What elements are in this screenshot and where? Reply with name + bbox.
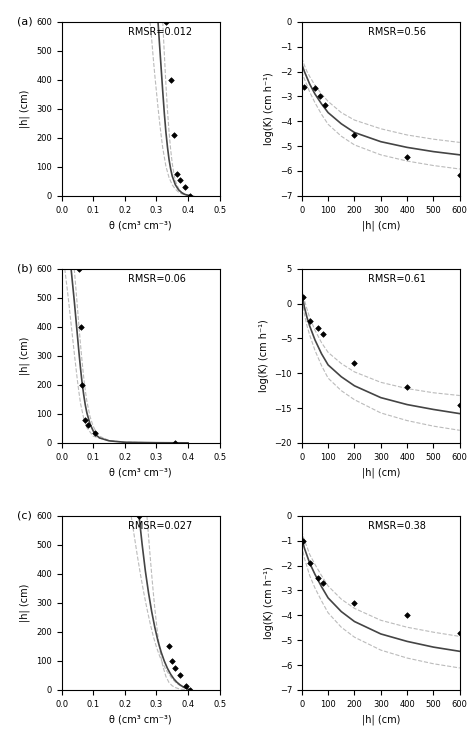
Point (77, 321, 84, 333)
Text: (a): (a) (18, 17, 33, 27)
Point (167, 74, 174, 85)
Point (322, 99, 329, 111)
Point (299, 535, 307, 547)
Point (176, 174, 184, 185)
X-axis label: θ (cm³ cm⁻³): θ (cm³ cm⁻³) (109, 467, 172, 477)
Text: (c): (c) (18, 511, 32, 520)
Text: RMSR=0.56: RMSR=0.56 (368, 27, 426, 37)
Point (456, 169, 464, 180)
Point (168, 655, 176, 666)
Point (173, 168, 181, 180)
Point (135, 510, 143, 522)
Point (85, 420, 92, 431)
Point (317, 91, 324, 102)
Point (172, 437, 179, 449)
X-axis label: |h| (cm): |h| (cm) (362, 714, 400, 725)
Point (351, 597, 358, 609)
Y-axis label: |h| (cm): |h| (cm) (20, 337, 30, 375)
Point (162, 16, 170, 28)
Point (91, 427, 99, 439)
Point (182, 680, 190, 691)
Text: RMSR=0.06: RMSR=0.06 (128, 274, 186, 284)
Text: RMSR=0.61: RMSR=0.61 (368, 274, 426, 284)
Y-axis label: log(K) (cm h⁻¹): log(K) (cm h⁻¹) (264, 566, 274, 639)
Point (456, 627, 464, 639)
X-axis label: θ (cm³ cm⁻³): θ (cm³ cm⁻³) (109, 714, 172, 724)
Point (170, 129, 178, 141)
Point (319, 577, 327, 589)
Point (165, 640, 173, 652)
Point (351, 357, 358, 369)
Point (176, 669, 184, 681)
Point (82, 414, 89, 426)
Point (306, 315, 313, 327)
Text: RMSR=0.012: RMSR=0.012 (128, 27, 192, 37)
Point (78, 379, 86, 391)
Point (311, 82, 319, 93)
Point (403, 381, 411, 393)
Point (306, 557, 313, 569)
X-axis label: |h| (cm): |h| (cm) (362, 220, 400, 231)
Point (456, 399, 464, 410)
Point (319, 328, 327, 339)
Text: RMSR=0.38: RMSR=0.38 (368, 521, 426, 531)
Point (172, 662, 179, 674)
Point (299, 291, 307, 302)
Point (314, 322, 321, 334)
Text: (b): (b) (18, 264, 33, 274)
Point (75, 263, 83, 274)
X-axis label: |h| (cm): |h| (cm) (362, 467, 400, 477)
Point (186, 190, 193, 201)
Y-axis label: log(K) (cm h⁻¹): log(K) (cm h⁻¹) (264, 72, 274, 145)
Y-axis label: |h| (cm): |h| (cm) (20, 584, 30, 622)
X-axis label: θ (cm³ cm⁻³): θ (cm³ cm⁻³) (109, 220, 172, 230)
Text: RMSR=0.027: RMSR=0.027 (128, 521, 192, 531)
Y-axis label: |h| (cm): |h| (cm) (20, 90, 30, 128)
Point (186, 684, 193, 696)
Point (351, 129, 358, 141)
Point (403, 152, 411, 164)
Y-axis label: log(K) (cm h⁻¹): log(K) (cm h⁻¹) (259, 320, 269, 392)
Point (403, 610, 411, 621)
Point (314, 572, 321, 584)
Point (181, 181, 189, 193)
Point (301, 81, 308, 93)
